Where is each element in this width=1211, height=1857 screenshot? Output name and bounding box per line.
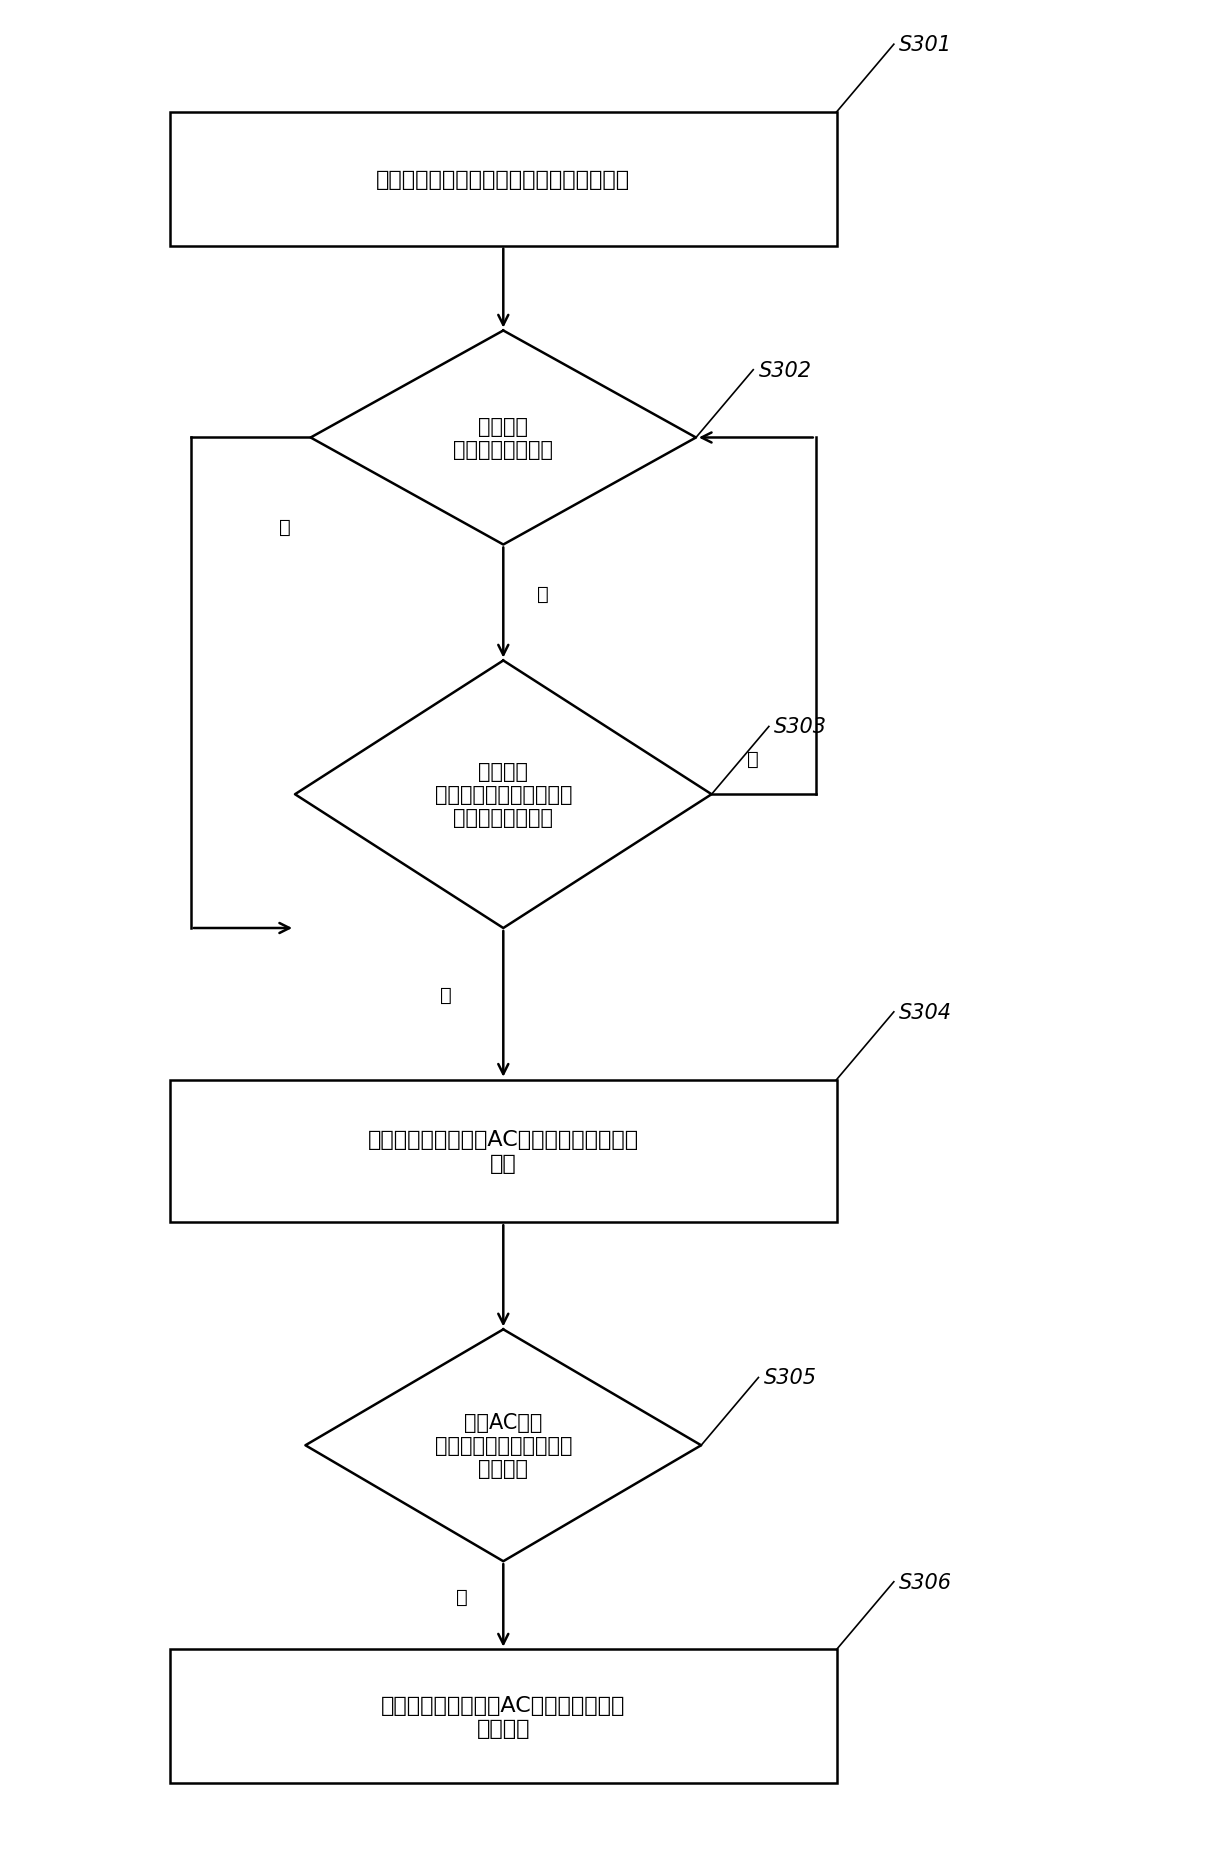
Text: 是: 是	[279, 518, 291, 537]
Text: S301: S301	[899, 35, 952, 56]
Text: 生成并发送用于控制AC负载开启的第一控制
信号: 生成并发送用于控制AC负载开启的第一控制 信号	[368, 1129, 639, 1174]
Text: S302: S302	[758, 360, 811, 381]
Text: 判断AC负载
开启的时间是否超过第二
预设时间: 判断AC负载 开启的时间是否超过第二 预设时间	[435, 1413, 572, 1478]
Polygon shape	[305, 1330, 701, 1562]
Text: 实时接收过所述零检测电路输出的脉冲信号: 实时接收过所述零检测电路输出的脉冲信号	[377, 169, 631, 189]
Bar	[170, 1649, 837, 1783]
Text: 生成并发送用于控制AC负载关断的第三
控制信号: 生成并发送用于控制AC负载关断的第三 控制信号	[381, 1695, 625, 1738]
Text: 否: 否	[536, 585, 549, 604]
Text: 判断所述
脉冲信号是否为零: 判断所述 脉冲信号是否为零	[453, 416, 553, 461]
Text: 是: 是	[440, 986, 452, 1005]
Text: S303: S303	[774, 717, 827, 737]
Text: S304: S304	[899, 1003, 952, 1023]
Text: 是: 是	[455, 1588, 467, 1606]
Bar	[170, 1081, 837, 1222]
Polygon shape	[311, 331, 696, 546]
Text: S305: S305	[764, 1369, 816, 1387]
Text: 判断脉冲
信号值不为零的时间是否
超过第一预设时间: 判断脉冲 信号值不为零的时间是否 超过第一预设时间	[435, 761, 572, 828]
Bar	[170, 113, 837, 247]
Polygon shape	[295, 661, 712, 928]
Text: 否: 否	[747, 750, 759, 769]
Text: S306: S306	[899, 1571, 952, 1591]
